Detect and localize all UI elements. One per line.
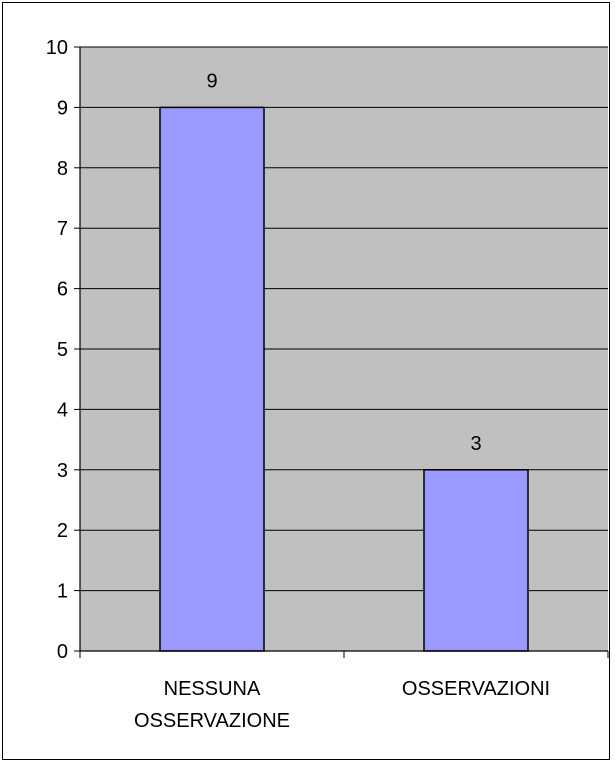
y-tick-label-9: 9 (57, 97, 68, 119)
x-tick-label-0: NESSUNA OSSERVAZIONE (134, 678, 290, 732)
data-label-1: 3 (470, 433, 481, 455)
bar-1 (423, 469, 529, 652)
y-tick-label-4: 4 (57, 399, 68, 421)
y-tick-label-1: 1 (57, 581, 68, 603)
labels: 0 1 2 3 4 5 6 7 8 9 10 9 3 NESSUNA OSSERVAZIONE OSSERVA… (46, 37, 550, 732)
y-tick-label-8: 8 (57, 158, 68, 180)
y-tick-label-0: 0 (57, 641, 68, 663)
bars (159, 106, 529, 652)
y-tick-label-7: 7 (57, 218, 68, 240)
y-tick-label-6: 6 (57, 279, 68, 301)
y-tick-label-3: 3 (57, 460, 68, 482)
x-tick-label-1: OSSERVAZIONI (402, 678, 550, 700)
axes (74, 46, 609, 658)
data-label-0: 9 (206, 70, 217, 92)
y-tick-label-2: 2 (57, 520, 68, 542)
y-tick-label-10: 10 (46, 37, 68, 59)
y-tick-label-5: 5 (57, 339, 68, 361)
bar-0 (159, 106, 265, 652)
